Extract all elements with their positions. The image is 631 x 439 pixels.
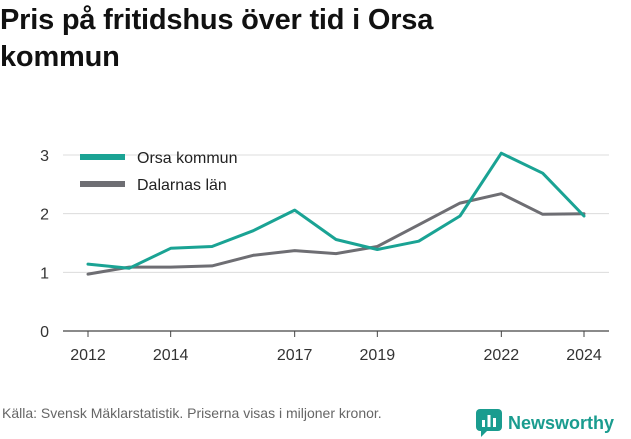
series-line-dalarnas-län	[86, 192, 586, 276]
y-tick-label: 1	[40, 265, 49, 282]
x-tick-label: 2022	[484, 347, 520, 364]
newsworthy-logo-icon	[476, 409, 502, 437]
legend-label: Dalarnas län	[137, 177, 227, 194]
brand-name: Newsworthy	[508, 412, 615, 433]
legend-swatch	[80, 154, 125, 160]
x-tick-label: 2017	[277, 347, 313, 364]
source-note: Källa: Svensk Mäklarstatistik. Priserna …	[2, 405, 382, 421]
y-axis-ticks: 0 1 2 3	[40, 148, 49, 341]
brand: Newsworthy	[476, 409, 614, 437]
y-tick-label: 2	[40, 207, 49, 224]
series-line-orsa-kommun	[86, 151, 586, 270]
x-tick-label: 2014	[153, 347, 189, 364]
chart-title: Pris på fritidshus över tid i Orsa kommu…	[0, 4, 434, 73]
series-lines	[86, 151, 586, 276]
y-tick-label: 0	[40, 324, 49, 341]
x-tick-label: 2019	[360, 347, 396, 364]
y-tick-label: 3	[40, 148, 49, 165]
legend-swatch	[80, 181, 125, 187]
x-axis-ticks: 2012 2014 2017 2019 2022 2024	[70, 331, 602, 364]
x-tick-label: 2012	[70, 347, 106, 364]
legend: Orsa kommun Dalarnas län	[80, 150, 237, 194]
grid-lines	[63, 154, 609, 332]
x-tick-label: 2024	[566, 347, 602, 364]
legend-label: Orsa kommun	[137, 150, 237, 167]
